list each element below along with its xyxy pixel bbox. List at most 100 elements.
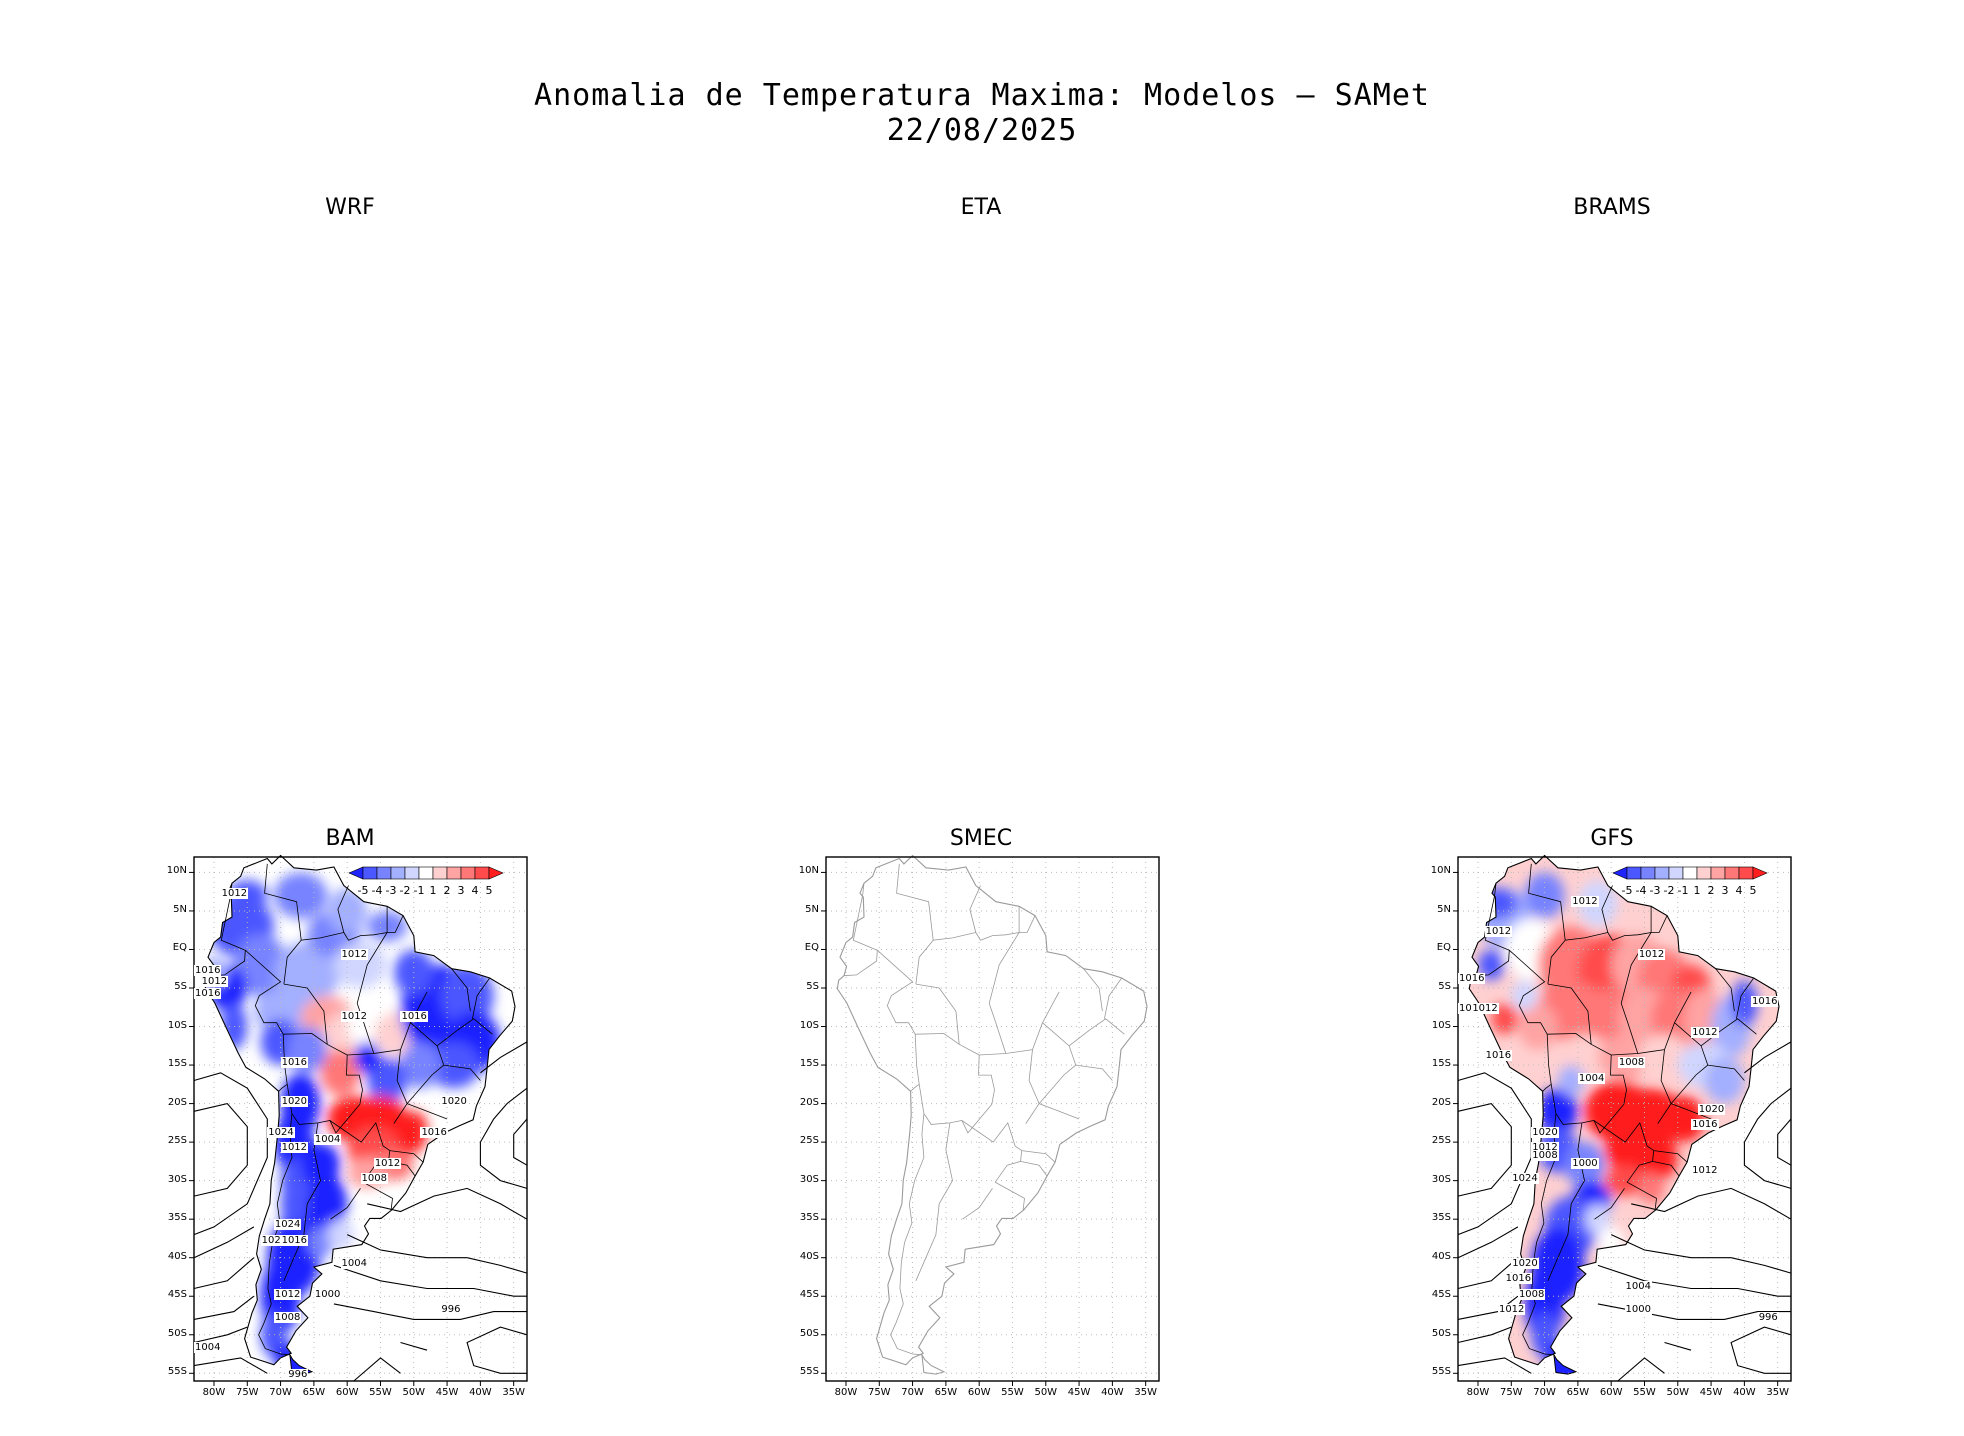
isobar-line xyxy=(1617,1357,1665,1382)
lat-tick-label: 30S xyxy=(1431,1173,1451,1185)
anomaly-patch xyxy=(1637,1134,1678,1181)
lat-tick-label: 10S xyxy=(167,1019,187,1031)
colorbar-label: -2 xyxy=(399,884,411,897)
anomaly-patch xyxy=(280,1180,308,1227)
isobar-line xyxy=(400,1341,428,1351)
lat-tick-label: 50S xyxy=(1431,1327,1451,1339)
isobar-label: 1008 xyxy=(273,1311,302,1323)
lon-tick-label: 55W xyxy=(1633,1387,1656,1398)
isobar-label: 1004 xyxy=(340,1257,368,1269)
isobar-label: 1012 xyxy=(1691,1165,1719,1177)
lon-tick-label: 50W xyxy=(402,1387,426,1398)
lat-tick-label: 20S xyxy=(1431,1096,1451,1108)
isobar-line xyxy=(333,1264,527,1297)
colorbar-swatch xyxy=(1752,866,1768,880)
isobar-label: 1016 xyxy=(1691,1119,1719,1130)
model-title-bam: BAM xyxy=(325,826,375,851)
isobar-label: 1008 xyxy=(1617,1057,1646,1069)
anomaly-patch xyxy=(367,1057,408,1104)
isobar-line xyxy=(1457,1072,1532,1236)
lon-tick-label: 45W xyxy=(435,1387,459,1398)
model-title-smec: SMEC xyxy=(949,826,1013,851)
colorbar-swatch xyxy=(460,866,476,880)
colorbar-label: 1 xyxy=(429,884,437,897)
isobar-label: 1016 xyxy=(1751,995,1779,1007)
lon-tick-label: 75W xyxy=(235,1387,259,1398)
lat-tick-label: 40S xyxy=(1431,1250,1451,1262)
isobar-line xyxy=(193,1257,255,1290)
coastline xyxy=(836,854,1148,1366)
anomaly-patch xyxy=(273,941,341,1004)
isobar-label: 1000 xyxy=(1624,1303,1652,1315)
lat-tick-label: 35S xyxy=(799,1212,819,1224)
lon-tick-label: 40W xyxy=(1733,1387,1756,1398)
anomaly-patch xyxy=(233,934,288,996)
lat-tick-label: 10N xyxy=(1430,865,1451,877)
isobar-line xyxy=(333,1303,527,1320)
colorbar: -5 -4 -3 -2 -1 1 2 3 4 5 xyxy=(348,866,519,897)
lat-tick-label: 5N xyxy=(1437,903,1451,915)
model-title-brams: BRAMS xyxy=(1573,195,1651,220)
colorbar-swatch xyxy=(1654,866,1670,880)
isobar-label: 1024 xyxy=(273,1219,302,1231)
lat-tick-label: 25S xyxy=(167,1135,187,1147)
lon-tick-label: 65W xyxy=(1566,1387,1590,1398)
isobar-line xyxy=(353,1357,401,1382)
lon-tick-label: 70W xyxy=(1533,1387,1556,1398)
isobar-label: 1004 xyxy=(1624,1280,1652,1292)
isobar-line xyxy=(193,1326,248,1344)
map-panel-smec: 10N 5N EQ 5S 10S 15S 20S 25S 30S 35S 40S 45S 50S 55S 8… xyxy=(799,854,1160,1398)
map-canvas xyxy=(821,854,1160,1386)
model-title-wrf: WRF xyxy=(325,195,375,220)
lon-tick-label: 65W xyxy=(934,1387,958,1398)
isobar-line xyxy=(1457,1226,1519,1259)
isobar-label: 1008 xyxy=(1531,1149,1559,1161)
colorbar-swatch xyxy=(404,866,420,880)
isobar-line xyxy=(1743,1087,1792,1189)
lon-tick-label: 75W xyxy=(867,1387,891,1398)
colorbar-label: -5 xyxy=(357,884,369,897)
anomaly-patch xyxy=(320,1049,361,1096)
colorbar-swatch xyxy=(1724,866,1740,880)
lon-tick-label: 35W xyxy=(1134,1387,1157,1398)
isobar-line xyxy=(193,1295,255,1320)
anomaly-patch xyxy=(273,872,328,919)
isobar-label: 1016 xyxy=(280,1234,309,1246)
figure-title: Anomalia de Temperatura Maxima: Modelos … xyxy=(534,78,1430,113)
isobar-label: 1004 xyxy=(194,1342,222,1354)
anomaly-patch xyxy=(1524,872,1565,919)
lat-tick-label: 15S xyxy=(799,1058,819,1070)
isobar-label: 1016 xyxy=(400,1011,428,1023)
model-title-gfs: GFS xyxy=(1590,826,1634,851)
lat-tick-label: 20S xyxy=(799,1096,819,1108)
isobar-label: 1012 xyxy=(1484,926,1513,938)
isobar-line xyxy=(1597,1264,1791,1297)
isobar-label: 1012 xyxy=(280,1142,309,1154)
lat-tick-label: 10N xyxy=(798,865,819,877)
isobar-line xyxy=(513,1118,528,1166)
colorbar-label: 5 xyxy=(1749,884,1757,897)
colorbar-swatch xyxy=(390,866,406,880)
isobar-label: 1024 xyxy=(267,1126,295,1138)
colorbar-label: -2 xyxy=(1663,884,1675,897)
anomaly-patch xyxy=(1637,1034,1692,1081)
lon-tick-label: 80W xyxy=(202,1387,226,1398)
lon-tick-label: 40W xyxy=(1101,1387,1124,1398)
lat-tick-label: 35S xyxy=(167,1212,187,1224)
isobars xyxy=(193,1041,528,1382)
isobar-label: 1016 xyxy=(420,1126,448,1138)
isobar-label: 1016 xyxy=(1484,1049,1513,1061)
isobar-label: 1012 xyxy=(1571,895,1599,907)
lat-tick-label: 15S xyxy=(167,1058,187,1070)
lat-tick-label: 25S xyxy=(799,1135,819,1147)
isobar-line xyxy=(1744,1041,1792,1074)
isobar-label: 1016 xyxy=(194,988,222,999)
isobar-label: 1012 xyxy=(1531,1142,1559,1154)
lat-tick-label: 55S xyxy=(1431,1366,1451,1378)
anomaly-patch xyxy=(1477,887,1518,919)
lat-tick-label: 20S xyxy=(167,1096,187,1108)
lon-tick-label: 60W xyxy=(335,1387,359,1398)
colorbar-swatch xyxy=(1626,866,1642,880)
isobar-label: 1012 xyxy=(340,1011,368,1023)
isobar-label: 1020 xyxy=(1531,1126,1559,1138)
